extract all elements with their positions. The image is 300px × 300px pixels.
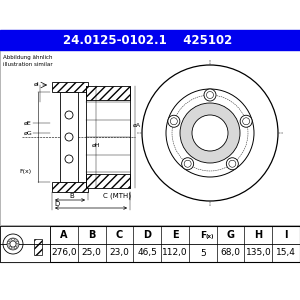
Circle shape [180,103,240,163]
Text: øE: øE [24,121,32,125]
Text: E: E [172,230,178,240]
Bar [0,226,50,262]
Bar [52,182,88,192]
Circle shape [142,65,278,201]
Text: øG: øG [23,130,32,136]
Circle shape [182,158,194,170]
Text: 68,0: 68,0 [220,248,241,257]
Text: B: B [88,230,95,240]
Circle shape [192,115,228,151]
Text: 23,0: 23,0 [110,248,129,257]
Bar [60,92,78,182]
Text: A: A [60,230,68,240]
Text: C: C [116,230,123,240]
Bar [52,82,88,92]
Text: øI: øI [33,82,39,86]
Text: C (MTH): C (MTH) [103,193,131,199]
Circle shape [7,238,19,250]
Circle shape [65,111,73,119]
Text: F: F [200,230,206,239]
Circle shape [8,242,10,244]
Circle shape [14,246,17,249]
Text: 112,0: 112,0 [162,248,188,257]
Text: Abbildung ähnlich
illustration similar: Abbildung ähnlich illustration similar [3,55,52,67]
Text: F(x): F(x) [20,169,32,175]
Bar [0,50,300,225]
Text: 135,0: 135,0 [245,248,271,257]
Bar [34,239,42,255]
Text: 5: 5 [200,248,206,257]
Text: D: D [143,230,151,240]
Circle shape [10,241,16,247]
Circle shape [16,242,19,244]
Circle shape [240,115,252,127]
Text: G: G [226,230,235,240]
Text: I: I [284,230,288,240]
Text: 24.0125-0102.1    425102: 24.0125-0102.1 425102 [63,34,232,46]
Text: 46,5: 46,5 [137,248,157,257]
Circle shape [9,246,12,249]
Text: ate: ate [171,156,239,194]
Text: 15,4: 15,4 [276,248,296,257]
Circle shape [12,238,14,241]
Text: 25,0: 25,0 [82,248,102,257]
Bar [86,86,130,100]
Circle shape [204,89,216,101]
Text: øA: øA [133,122,141,128]
Bar [0,226,300,262]
Circle shape [3,234,23,254]
Text: D: D [54,201,60,207]
Circle shape [168,115,180,127]
Text: B: B [70,193,74,199]
Text: (x): (x) [206,234,214,239]
Text: øH: øH [92,142,100,148]
Text: 276,0: 276,0 [51,248,77,257]
Bar [0,30,300,50]
Text: H: H [254,230,262,240]
Bar [86,174,130,188]
Circle shape [65,133,73,141]
Circle shape [65,155,73,163]
Circle shape [226,158,238,170]
